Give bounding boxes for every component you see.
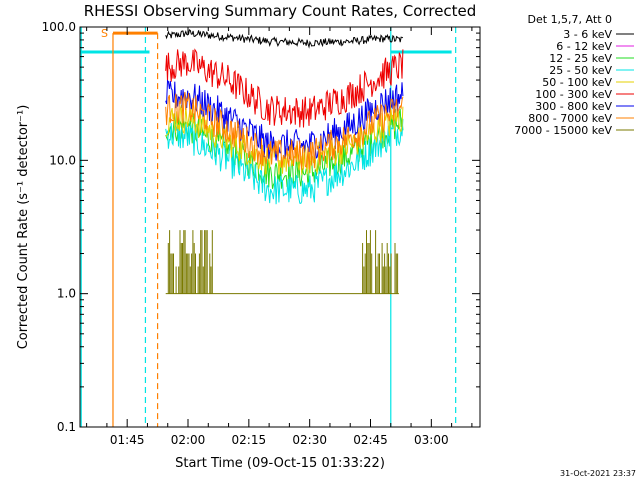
x-tick-label: 02:30 (292, 433, 327, 447)
legend-label: 25 - 50 keV (549, 64, 612, 77)
x-tick-label: 02:00 (171, 433, 206, 447)
x-tick-label: 03:00 (414, 433, 449, 447)
chart-title: RHESSI Observing Summary Count Rates, Co… (84, 2, 477, 20)
x-tick-label: 01:45 (110, 433, 145, 447)
legend-label: 7000 - 15000 keV (514, 124, 612, 137)
y-axis-label: Corrected Count Rate (s⁻¹ detector⁻¹) (16, 105, 31, 350)
plot-area: S (80, 27, 457, 427)
x-axis-label: Start Time (09-Oct-15 01:33:22) (175, 456, 385, 471)
plot-frame (79, 26, 481, 428)
legend-label: 300 - 800 keV (535, 100, 612, 113)
series-line-8 (167, 230, 399, 294)
y-axis: 0.1 1.0 10.0 100.0 (42, 20, 480, 434)
legend-label: 3 - 6 keV (563, 28, 612, 41)
y-tick-label: 10.0 (49, 153, 76, 167)
y-tick-label: 1.0 (57, 287, 76, 301)
legend-label: 50 - 100 keV (542, 76, 612, 89)
x-tick-label: 02:15 (232, 433, 267, 447)
legend-label: 100 - 300 keV (535, 88, 612, 101)
series-line-0 (165, 29, 404, 49)
timestamp: 31-Oct-2021 23:37 (560, 469, 636, 478)
x-axis: 01:45 02:00 02:15 02:30 02:45 03:00 (86, 27, 473, 447)
marker-label-0: S (101, 27, 108, 40)
x-tick-label: 02:45 (353, 433, 388, 447)
legend-label: 800 - 7000 keV (528, 112, 612, 125)
y-tick-label: 100.0 (42, 20, 76, 34)
legend-label: 12 - 25 keV (549, 52, 612, 65)
series-line-6 (165, 79, 404, 161)
legend-title: Det 1,5,7, Att 0 (528, 13, 612, 26)
legend-label: 6 - 12 keV (556, 40, 612, 53)
series-line-5 (165, 48, 404, 128)
series-line-3 (165, 118, 404, 205)
y-tick-label: 0.1 (57, 420, 76, 434)
series-line-7 (165, 91, 404, 170)
